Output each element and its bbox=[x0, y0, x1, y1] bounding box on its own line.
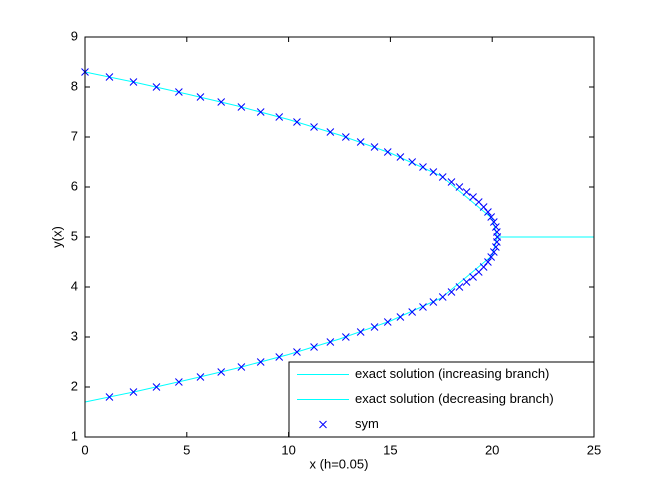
marker bbox=[129, 78, 138, 86]
marker bbox=[487, 253, 496, 261]
marker bbox=[275, 353, 284, 361]
x-tick-label: 15 bbox=[383, 442, 397, 457]
legend-label: exact solution (increasing branch) bbox=[355, 366, 549, 381]
marker bbox=[105, 393, 114, 401]
marker bbox=[326, 128, 335, 136]
y-tick-label: 1 bbox=[71, 428, 78, 443]
marker bbox=[370, 143, 379, 151]
x-axis-label: x (h=0.05) bbox=[310, 456, 369, 471]
marker bbox=[429, 168, 438, 176]
y-tick-label: 6 bbox=[71, 178, 78, 193]
marker bbox=[492, 223, 500, 231]
y-tick-label: 9 bbox=[71, 28, 78, 43]
legend-label: exact solution (decreasing branch) bbox=[355, 391, 554, 406]
marker bbox=[462, 188, 471, 196]
y-tick-label: 8 bbox=[71, 78, 78, 93]
y-tick-label: 4 bbox=[71, 278, 78, 293]
marker bbox=[105, 73, 114, 81]
marker bbox=[217, 98, 226, 106]
marker bbox=[396, 313, 405, 321]
y-tick-label: 3 bbox=[71, 328, 78, 343]
marker bbox=[256, 358, 265, 366]
marker bbox=[275, 113, 284, 121]
marker bbox=[455, 283, 464, 291]
marker bbox=[293, 348, 301, 356]
marker bbox=[196, 373, 205, 381]
marker bbox=[408, 308, 417, 316]
marker bbox=[341, 133, 350, 141]
y-tick-label: 5 bbox=[71, 228, 78, 243]
marker bbox=[489, 248, 498, 256]
x-tick-label: 25 bbox=[587, 442, 601, 457]
marker bbox=[447, 288, 456, 296]
legend-label: sym bbox=[355, 416, 379, 431]
marker bbox=[489, 218, 498, 226]
marker bbox=[447, 178, 456, 186]
legend-symbol bbox=[319, 420, 327, 429]
marker bbox=[455, 183, 464, 191]
marker bbox=[429, 298, 438, 306]
marker bbox=[469, 193, 477, 201]
marker bbox=[326, 338, 335, 346]
marker bbox=[256, 108, 265, 116]
marker bbox=[383, 318, 392, 326]
marker bbox=[383, 148, 392, 156]
marker bbox=[175, 378, 183, 386]
marker bbox=[341, 333, 350, 341]
marker bbox=[356, 328, 365, 336]
marker bbox=[438, 173, 447, 181]
y-axis-label: y(x) bbox=[49, 226, 64, 248]
marker bbox=[293, 118, 301, 126]
marker bbox=[129, 388, 138, 396]
marker bbox=[419, 303, 427, 311]
marker bbox=[237, 103, 246, 111]
marker bbox=[310, 123, 318, 131]
marker bbox=[310, 343, 318, 351]
y-tick-label: 2 bbox=[71, 378, 78, 393]
marker bbox=[419, 163, 427, 171]
x-tick-label: 0 bbox=[81, 442, 88, 457]
marker bbox=[438, 293, 447, 301]
marker bbox=[237, 363, 246, 371]
marker bbox=[356, 138, 365, 146]
marker bbox=[396, 153, 405, 161]
x-tick-label: 10 bbox=[281, 442, 295, 457]
marker bbox=[484, 208, 492, 216]
x-tick-label: 20 bbox=[485, 442, 499, 457]
x-tick-label: 5 bbox=[183, 442, 190, 457]
marker bbox=[217, 368, 226, 376]
marker bbox=[175, 88, 183, 96]
marker bbox=[370, 323, 379, 331]
marker bbox=[152, 383, 161, 391]
marker bbox=[152, 83, 161, 91]
marker bbox=[408, 158, 417, 166]
y-tick-label: 7 bbox=[71, 128, 78, 143]
marker bbox=[479, 263, 488, 271]
marker bbox=[462, 278, 471, 286]
marker bbox=[484, 258, 492, 266]
marker bbox=[487, 213, 496, 221]
marker bbox=[196, 93, 205, 101]
